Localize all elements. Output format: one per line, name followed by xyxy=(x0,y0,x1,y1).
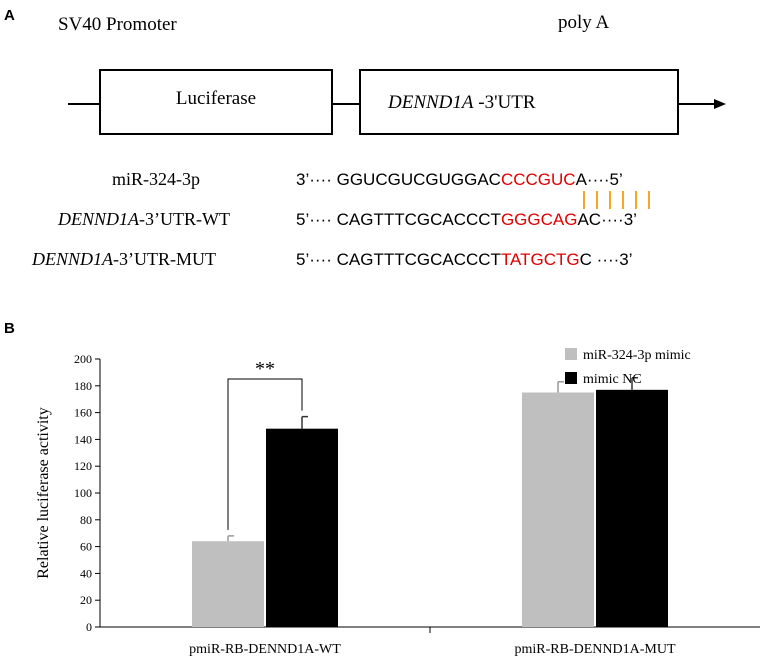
y-tick-label: 160 xyxy=(74,406,92,420)
polya-label: poly A xyxy=(558,12,609,33)
x-tick-label: pmiR-RB-DENND1A-MUT xyxy=(515,642,676,657)
bar xyxy=(522,392,594,627)
panel-a-label: A xyxy=(4,7,15,24)
y-tick-label: 140 xyxy=(74,432,92,446)
y-tick-label: 180 xyxy=(74,379,92,393)
panel-b-label: B xyxy=(4,320,15,337)
row-wt-sequence: 5’···· CAGTTTCGCACCCTGGGCAGAC····3’ xyxy=(296,210,637,229)
utr-label-gene: DENND1A xyxy=(387,92,474,113)
y-tick-label: 40 xyxy=(80,566,92,580)
luciferase-box xyxy=(99,69,333,135)
row-mirna-sequence: 3’···· GGUCGUCGUGGACCCCGUCA····5’ xyxy=(296,170,623,189)
mut-binding-site: TATGCTG xyxy=(501,250,580,269)
legend-label: miR-324-3p mimic xyxy=(583,348,691,363)
backbone-arrow xyxy=(714,99,726,109)
y-tick-label: 80 xyxy=(80,513,92,527)
bars xyxy=(192,377,668,627)
y-axis-label: Relative luciferase activity xyxy=(35,407,52,578)
utr-label-rest: -3'UTR xyxy=(474,92,536,113)
bar-chart: Relative luciferase activity 0 20 40 60 80 10… xyxy=(35,348,760,657)
y-tick-label: 0 xyxy=(86,620,92,634)
y-tick-label: 120 xyxy=(74,459,92,473)
row-mirna-name: miR-324-3p xyxy=(112,169,200,189)
bar xyxy=(266,428,338,627)
legend: miR-324-3p mimic mimic NC xyxy=(565,348,691,387)
y-tick-label: 60 xyxy=(80,540,92,554)
utr-label: DENND1A -3'UTR xyxy=(387,92,536,113)
legend-label: mimic NC xyxy=(583,372,642,387)
promoter-label: SV40 Promoter xyxy=(58,14,177,35)
utr-box xyxy=(359,69,679,135)
significance-stars: ** xyxy=(255,358,275,380)
y-tick-label: 200 xyxy=(74,352,92,366)
significance-bracket-line xyxy=(227,378,303,530)
row-mut-sequence: 5’···· CAGTTTCGCACCCTTATGCTGC ····3’ xyxy=(296,250,633,269)
wt-binding-site: GGGCAG xyxy=(501,210,578,229)
category-labels: pmiR-RB-DENND1A-WT pmiR-RB-DENND1A-MUT xyxy=(189,627,676,657)
row-mut-name: DENND1A-3’UTR-MUT xyxy=(31,249,216,269)
bar xyxy=(596,389,668,627)
luciferase-label: Luciferase xyxy=(176,88,256,109)
y-tick-label: 20 xyxy=(80,593,92,607)
bar xyxy=(192,541,264,627)
x-tick-label: pmiR-RB-DENND1A-WT xyxy=(189,642,341,657)
y-tick-label: 100 xyxy=(74,486,92,500)
significance-bracket: ** xyxy=(227,358,303,530)
y-ticks: 0 20 40 60 80 100 120 140 160 180 200 xyxy=(74,352,100,634)
mirna-seed: CCCGUC xyxy=(501,170,576,189)
row-wt-name: DENND1A-3’UTR-WT xyxy=(57,209,230,229)
seed-pairing-lines xyxy=(583,191,650,209)
legend-swatch xyxy=(565,348,577,360)
legend-swatch xyxy=(565,372,577,384)
